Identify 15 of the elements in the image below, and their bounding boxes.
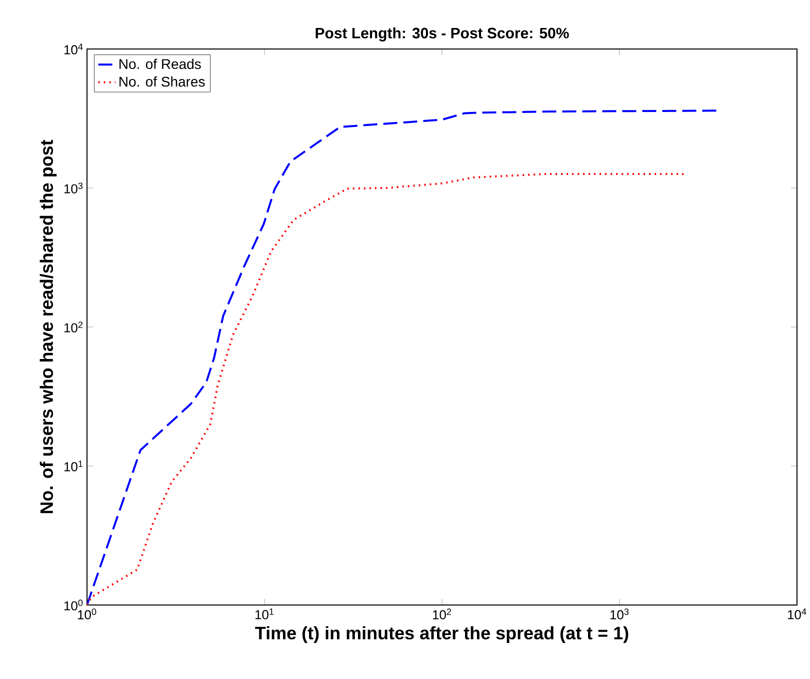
x-tick-label: 10$^{4}$ [788, 608, 806, 620]
y-axis-title: No. of users who have read/shared the post [40, 140, 57, 514]
y-tick-label: 10$^{2}$ [64, 322, 83, 332]
legend-label: No. of Shares [120, 76, 205, 87]
y-tick-label: 10$^{4}$ [64, 44, 83, 54]
y-tick-label: 10$^{1}$ [64, 460, 83, 472]
x-tick-label: 10$^{0}$ [78, 608, 96, 620]
chart-title: Post Length: 30s - Post Score: 50% [316, 27, 569, 42]
x-axis-title: Time (t) in minutes after the spread (at t = 1) [255, 626, 628, 643]
x-tick-label: 10$^{3}$ [610, 608, 629, 620]
y-tick-label: 10$^{3}$ [64, 182, 83, 194]
x-tick-label: 10$^{2}$ [432, 608, 452, 620]
x-tick-label: 10$^{1}$ [255, 608, 274, 620]
y-tick-label: 10$^{0}$ [64, 600, 83, 610]
legend-label: No. of Reads [120, 58, 201, 70]
